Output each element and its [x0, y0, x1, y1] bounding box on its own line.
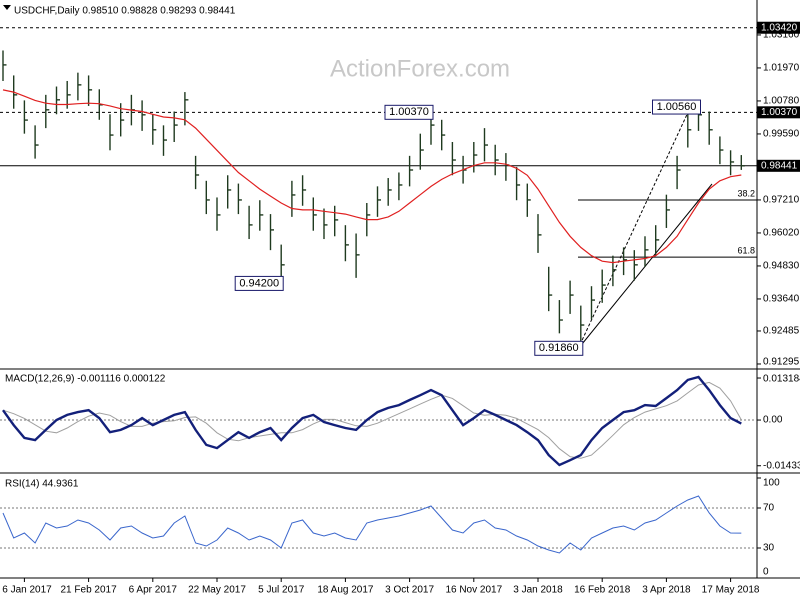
x-tick-label: 3 Oct 2017 — [385, 585, 434, 596]
y-tick-label: 0.91295 — [763, 357, 800, 368]
y-tick-label: 0.99590 — [763, 129, 800, 140]
annotation-label: 0.94200 — [239, 277, 279, 289]
y-tick-label: 0.00 — [763, 415, 783, 426]
macd-line — [2, 375, 742, 467]
x-tick-label: 16 Feb 2018 — [574, 585, 631, 596]
annotation-box — [652, 99, 701, 115]
level-label-box — [757, 159, 800, 172]
annotation-label: 0.91860 — [539, 342, 579, 354]
x-tick-label: 21 Feb 2017 — [61, 585, 118, 596]
y-tick-label: 70 — [763, 503, 775, 514]
watermark: ActionForex.com — [330, 55, 510, 82]
macd-title: MACD(12,26,9) -0.001116 0.000122 — [5, 374, 166, 385]
annotation-label: 1.00560 — [657, 101, 697, 113]
y-tick-label: 0.94830 — [763, 261, 800, 272]
x-tick-label: 18 Aug 2017 — [317, 585, 374, 596]
fib-label: 61.8 — [737, 245, 755, 255]
signal-line — [2, 381, 742, 459]
y-tick-label: -0.014339 — [763, 460, 800, 471]
y-tick-label: 0.97210 — [763, 195, 800, 206]
x-tick-label: 22 May 2017 — [188, 585, 246, 596]
fib-label: 38.2 — [737, 188, 755, 198]
symbol-icon — [3, 5, 11, 10]
y-tick-label: 0.92485 — [763, 326, 800, 337]
rsi-title: RSI(14) 44.9361 — [5, 479, 79, 490]
y-tick-label: 0 — [763, 567, 769, 578]
chart-title: USDCHF,Daily 0.98510 0.98828 0.98293 0.9… — [14, 6, 236, 17]
level-label-box — [757, 21, 800, 34]
x-tick-label: 6 Apr 2017 — [129, 585, 178, 596]
annotation-box — [534, 340, 584, 356]
y-tick-label: 0.96020 — [763, 228, 800, 239]
y-tick-label: 1.00780 — [763, 96, 800, 107]
level-label: 0.98441 — [761, 160, 798, 171]
trend-line-dashed — [577, 107, 691, 350]
rsi-line — [2, 495, 742, 554]
x-tick-label: 17 May 2018 — [702, 585, 760, 596]
x-tick-label: 5 Jul 2017 — [258, 585, 305, 596]
annotation-box — [234, 275, 284, 291]
annotation-label: 1.00370 — [389, 106, 429, 118]
x-tick-label: 3 Jan 2018 — [513, 585, 563, 596]
level-label: 1.00370 — [761, 107, 798, 118]
y-tick-label: 100 — [763, 478, 780, 489]
level-label-box — [757, 106, 800, 119]
x-tick-label: 6 Jan 2017 — [2, 585, 52, 596]
y-tick-label: 30 — [763, 543, 775, 554]
moving-average — [2, 89, 742, 264]
y-tick-label: 0.013184 — [763, 374, 800, 385]
annotation-box — [384, 104, 434, 120]
y-tick-label: 0.93640 — [763, 294, 800, 305]
y-tick-label: 1.01970 — [763, 63, 800, 74]
level-label: 1.03420 — [761, 22, 798, 33]
x-tick-label: 3 Apr 2018 — [642, 585, 691, 596]
x-tick-label: 16 Nov 2017 — [445, 585, 502, 596]
y-tick-label: 1.03160 — [763, 30, 800, 41]
